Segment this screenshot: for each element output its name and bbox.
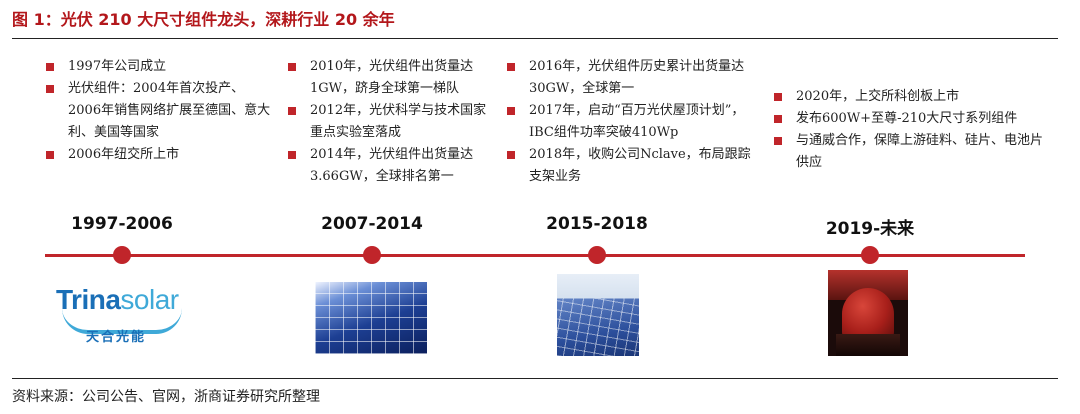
logo-swoosh: [62, 308, 182, 334]
bottom-rule: [12, 378, 1058, 379]
solar-panel-photo: [315, 282, 427, 354]
milestone-item: 1997年公司成立: [44, 56, 274, 78]
bell-shape: [842, 288, 894, 340]
milestone-item: 2016年，光伏组件历史累计出货量达30GW，全球第一: [505, 56, 755, 100]
period-label: 2007-2014: [321, 214, 423, 234]
timeline-marker: [588, 246, 606, 264]
timeline-marker: [363, 246, 381, 264]
milestones-column-2019-future: 2020年，上交所科创板上市 发布600W+至尊-210大尺寸系列组件 与通威合…: [772, 86, 1044, 174]
milestone-item: 2006年纽交所上市: [44, 144, 274, 166]
figure-title: 图 1：光伏 210 大尺寸组件龙头，深耕行业 20 余年: [12, 10, 395, 29]
period-label: 1997-2006: [71, 214, 173, 234]
milestone-item: 2010年，光伏组件出货量达1GW，跻身全球第一梯队: [286, 56, 498, 100]
milestone-item: 2018年，收购公司Nclave，布局跟踪支架业务: [505, 144, 755, 188]
trina-solar-logo: Trinasolar 天合光能: [52, 278, 192, 350]
bell-crowd: [836, 334, 900, 356]
source-note: 资料来源：公司公告、官网，浙商证券研究所整理: [12, 389, 320, 405]
milestone-item: 2012年，光伏科学与技术国家重点实验室落成: [286, 100, 498, 144]
milestone-item: 与通威合作，保障上游硅料、硅片、电池片供应: [772, 130, 1044, 174]
milestone-item: 2014年，光伏组件出货量达3.66GW，全球排名第一: [286, 144, 498, 188]
timeline-marker: [861, 246, 879, 264]
milestone-item: 2020年，上交所科创板上市: [772, 86, 1044, 108]
logo-chinese-name: 天合光能: [86, 330, 147, 345]
milestone-item: 光伏组件：2004年首次投产、2006年销售网络扩展至德国、意大利、美国等国家: [44, 78, 274, 144]
milestones-column-2007-2014: 2010年，光伏组件出货量达1GW，跻身全球第一梯队 2012年，光伏科学与技术…: [286, 56, 498, 188]
period-label: 2015-2018: [546, 214, 648, 234]
period-label: 2019-未来: [825, 219, 915, 239]
milestone-item: 发布600W+至尊-210大尺寸系列组件: [772, 108, 1044, 130]
timeline-line: [45, 254, 1025, 257]
milestones-column-2015-2018: 2016年，光伏组件历史累计出货量达30GW，全球第一 2017年，启动“百万光…: [505, 56, 755, 188]
milestone-item: 2017年，启动“百万光伏屋顶计划”，IBC组件功率突破410Wp: [505, 100, 755, 144]
milestones-column-1997-2006: 1997年公司成立 光伏组件：2004年首次投产、2006年销售网络扩展至德国、…: [44, 56, 274, 166]
ipo-bell-ringing-photo: [828, 270, 908, 356]
top-rule: [12, 38, 1058, 39]
timeline-marker: [113, 246, 131, 264]
solar-array-photo: [557, 274, 639, 356]
